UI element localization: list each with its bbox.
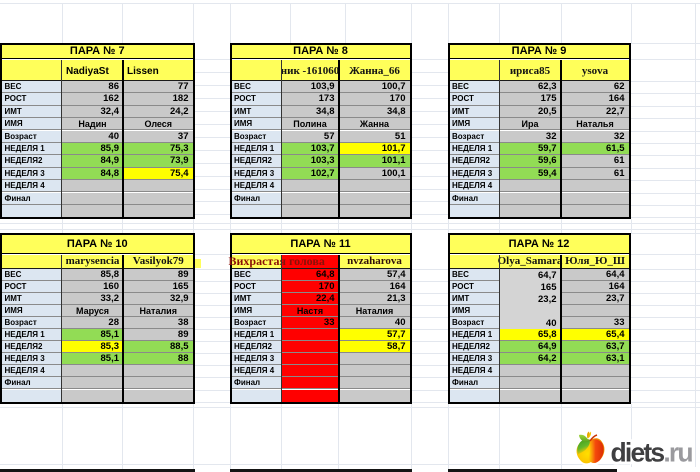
svg-text:diets.ru: diets.ru bbox=[611, 438, 693, 468]
svg-text:diets.ru: diets.ru bbox=[611, 438, 693, 468]
